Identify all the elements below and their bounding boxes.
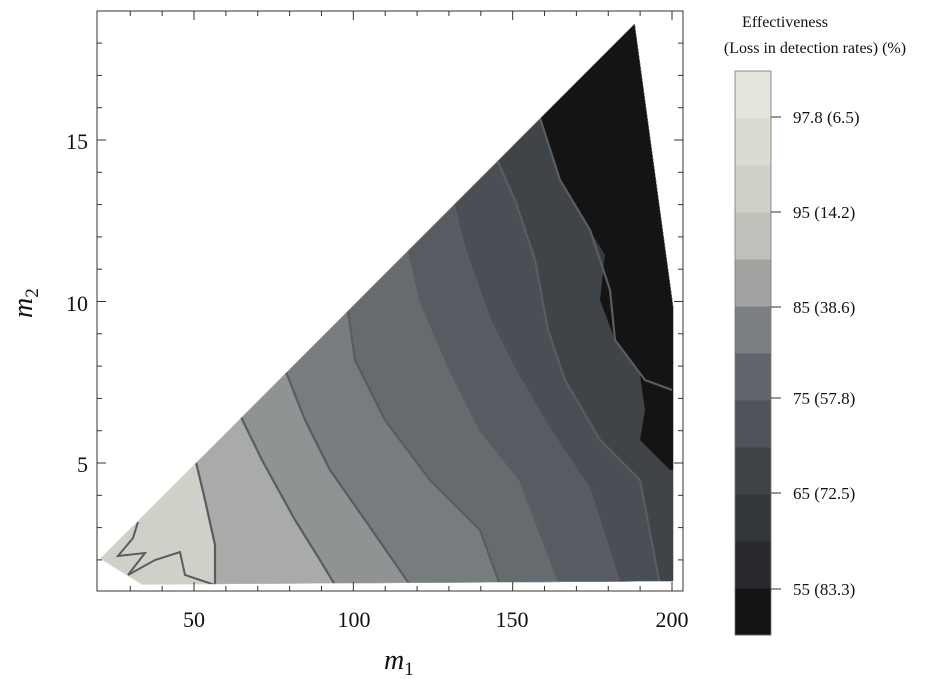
y-axis-title: m2 [8, 288, 43, 318]
x-tick-label: 100 [338, 607, 371, 632]
colorbar-label: 65 (72.5) [793, 484, 855, 503]
x-tick-label: 150 [496, 607, 529, 632]
contour-line [284, 371, 411, 585]
x-axis-title: m1 [384, 645, 414, 679]
colorbar-segment [735, 588, 771, 636]
colorbar-segment [735, 259, 771, 307]
colorbar-segment [735, 71, 771, 119]
y-tick-label: 5 [77, 452, 88, 477]
colorbar-segment [735, 118, 771, 166]
colorbar-title-line1: Effectiveness [742, 14, 828, 31]
colorbar-segment [735, 212, 771, 260]
colorbar-segment [735, 494, 771, 542]
axis-ticks [97, 11, 683, 591]
y-tick-label: 15 [66, 129, 88, 154]
contour-line [538, 117, 673, 392]
colorbar-title-line2: (Loss in detection rates) (%) [724, 40, 906, 57]
colorbar-ticks [771, 116, 781, 590]
contour-bands [100, 23, 674, 585]
colorbar-segment [735, 447, 771, 495]
colorbar-segment [735, 353, 771, 401]
x-tick-label: 200 [656, 607, 689, 632]
colorbar-segment [735, 400, 771, 448]
colorbar-label: 95 (14.2) [793, 203, 855, 222]
colorbar-segment [735, 306, 771, 354]
colorbar-label: 55 (83.3) [793, 580, 855, 599]
contour-line [115, 521, 216, 585]
contour-line [193, 457, 217, 585]
colorbar-segment [735, 541, 771, 589]
colorbar-frame [734, 70, 772, 636]
contour-line [406, 245, 562, 585]
colorbar-label: 85 (38.6) [793, 298, 855, 317]
y-tick-label: 10 [66, 291, 88, 316]
colorbar-label: 75 (57.8) [793, 389, 855, 408]
colorbar-label: 97.8 (6.5) [793, 108, 860, 127]
contour-line [495, 159, 662, 585]
colorbar [735, 71, 771, 636]
colorbar-segment [735, 165, 771, 213]
contour-line [451, 201, 622, 585]
contour-line [346, 310, 502, 585]
x-tick-label: 50 [183, 607, 205, 632]
contour-line [239, 414, 336, 585]
